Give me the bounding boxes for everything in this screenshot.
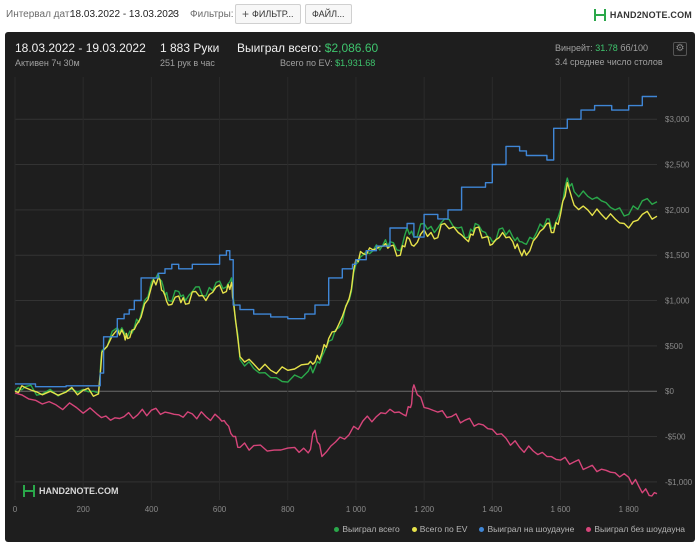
ev-total-label: Всего по EV: — [280, 58, 333, 68]
plus-icon: + — [242, 7, 250, 21]
file-button[interactable]: ФАЙЛ... — [305, 4, 352, 24]
won-total-label: Выиграл всего: — [237, 41, 322, 55]
x-tick-label: 1 600 — [550, 505, 571, 514]
profit-chart: -$1,000 -$500 $0 $500 $1,000 $1,500 $2,000 $2,5… — [13, 77, 693, 514]
y-tick-label: -$500 — [665, 433, 686, 442]
y-tick-label: $0 — [665, 387, 674, 396]
x-tick-label: 1 000 — [346, 505, 367, 514]
series-line-showdown — [15, 95, 657, 388]
interval-dropdown[interactable]: 18.03.2022 - 13.03.2023 — [70, 9, 179, 20]
h-logo-icon — [23, 485, 35, 497]
legend-item-showdown[interactable]: Выиграл на шоудауне — [479, 524, 574, 534]
legend-label: Всего по EV — [419, 524, 468, 534]
won-total-value: $2,086.60 — [324, 41, 379, 55]
brand-logo[interactable]: HAND2NOTE.COM — [593, 5, 692, 25]
legend-item-ev[interactable]: Всего по EV — [411, 524, 468, 534]
graph-panel: -$1,000 -$500 $0 $500 $1,000 $1,500 $2,000 $2,5… — [5, 32, 695, 542]
ev-total: Всего по EV: $1,931.68 — [280, 58, 375, 68]
legend-label: Выиграл без шоудауна — [594, 524, 685, 534]
avg-tables: 3.4 среднее число столов — [555, 57, 663, 67]
legend-label: Выиграл на шоудауне — [487, 524, 575, 534]
x-tick-label: 1 800 — [619, 505, 640, 514]
hands-count: 1 883 Руки — [160, 41, 220, 55]
y-tick-label: $1,500 — [665, 251, 690, 260]
h-logo-icon — [593, 9, 606, 21]
interval-label: Интервал дат: — [6, 9, 73, 20]
filters-label: Фильтры: — [190, 9, 234, 20]
watermark-text: HAND2NOTE.COM — [39, 486, 119, 496]
file-button-label: ФАЙЛ... — [312, 9, 345, 19]
y-tick-label: $3,000 — [665, 115, 690, 124]
winrate-unit: бб/100 — [620, 43, 649, 53]
legend-item-won[interactable]: Выиграл всего — [334, 524, 400, 534]
gear-icon[interactable]: ⚙ — [673, 42, 687, 56]
x-tick-label: 1 400 — [482, 505, 503, 514]
won-total: Выиграл всего: $2,086.60 — [237, 41, 378, 55]
active-time-text: Активен 7ч 30м — [15, 58, 80, 68]
ev-total-value: $1,931.68 — [335, 58, 376, 68]
y-tick-label: $500 — [665, 342, 683, 351]
x-tick-label: 1 200 — [414, 505, 435, 514]
filter-button-label: ФИЛЬТР... — [252, 9, 294, 19]
legend-marker — [586, 526, 592, 532]
x-tick-label: 200 — [77, 505, 91, 514]
watermark: HAND2NOTE.COM — [23, 484, 119, 498]
winrate: Винрейт: 31.78 бб/100 — [555, 43, 648, 53]
x-tick-label: 600 — [213, 505, 227, 514]
winrate-label: Винрейт: — [555, 43, 593, 53]
legend-marker — [479, 526, 485, 532]
period-text: 18.03.2022 - 19.03.2022 — [15, 41, 146, 55]
winrate-value: 31.78 — [595, 43, 618, 53]
series-line-ev — [14, 182, 658, 397]
y-tick-label: $2,000 — [665, 206, 690, 215]
top-toolbar: Интервал дат: 18.03.2022 - 13.03.2023 ▾ … — [0, 0, 700, 30]
y-tick-label: $2,500 — [665, 161, 690, 170]
logo-text: HAND2NOTE.COM — [609, 10, 692, 20]
hands-per-hour: 251 рук в час — [160, 58, 215, 68]
legend-marker — [334, 526, 340, 532]
y-tick-label: $1,000 — [665, 297, 690, 306]
y-tick-label: -$1,000 — [665, 478, 693, 487]
chevron-down-icon[interactable]: ▾ — [171, 8, 176, 18]
legend-label: Выиграл всего — [342, 524, 400, 534]
chart-legend: Выиграл всего Всего по EV Выиграл на шоу… — [334, 524, 685, 534]
x-tick-label: 800 — [281, 505, 295, 514]
legend-item-nonshowdown[interactable]: Выиграл без шоудауна — [586, 524, 685, 534]
legend-marker — [411, 526, 417, 532]
x-tick-label: 400 — [145, 505, 159, 514]
series-line-nonshowdown — [14, 384, 658, 497]
filter-button[interactable]: + ФИЛЬТР... — [235, 4, 301, 24]
x-tick-label: 0 — [13, 505, 18, 514]
